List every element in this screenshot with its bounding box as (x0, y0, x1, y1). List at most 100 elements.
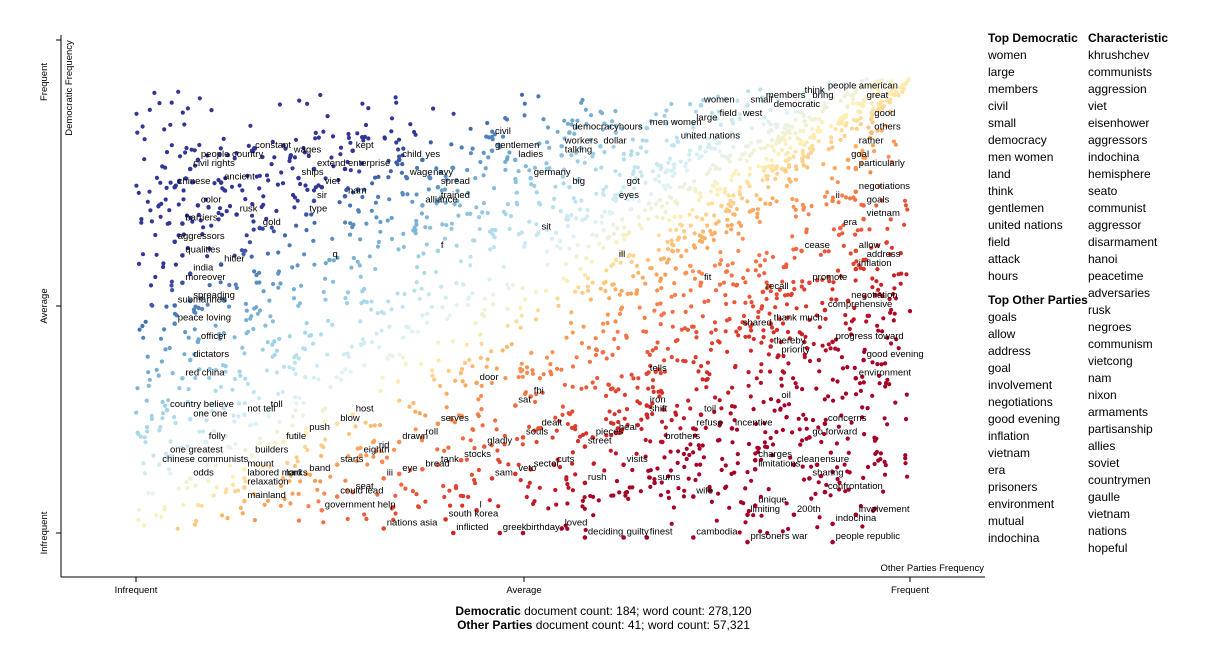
term-label[interactable]: large (696, 113, 717, 124)
characteristic-term[interactable]: rusk (1088, 303, 1111, 317)
characteristic-term[interactable]: nam (1088, 371, 1112, 385)
term-label[interactable]: spreading (193, 290, 235, 301)
term-label[interactable]: men women (650, 117, 702, 128)
term-label[interactable]: people (828, 81, 857, 92)
term-label[interactable]: cease (805, 240, 830, 251)
term-label[interactable]: democracy (572, 122, 619, 133)
term-label[interactable]: particularly (859, 158, 905, 169)
top-other-term[interactable]: goal (988, 361, 1011, 375)
top-other-term[interactable]: vietnam (988, 446, 1031, 460)
term-label[interactable]: kept (356, 140, 374, 151)
top-democratic-term[interactable]: land (988, 167, 1011, 181)
term-label[interactable]: eyes (619, 190, 639, 201)
term-label[interactable]: extend (317, 158, 346, 169)
term-label[interactable]: iii (387, 467, 393, 478)
term-label[interactable]: blow (340, 413, 360, 424)
top-democratic-term[interactable]: men women (988, 150, 1054, 164)
term-label[interactable]: street (588, 436, 612, 447)
top-democratic-term[interactable]: large (988, 65, 1015, 79)
characteristic-term[interactable]: soviet (1088, 456, 1120, 470)
top-democratic-term[interactable]: attack (988, 252, 1021, 266)
term-label[interactable]: cambodia (696, 527, 738, 538)
term-label[interactable]: women (703, 94, 735, 105)
term-label[interactable]: vietnam (867, 208, 900, 219)
term-label[interactable]: odds (193, 467, 214, 478)
term-label[interactable]: germany (534, 167, 571, 178)
top-democratic-term[interactable]: democracy (988, 133, 1047, 147)
term-label[interactable]: constant (255, 140, 291, 151)
term-label[interactable]: united nations (681, 131, 740, 142)
term-label[interactable]: wife (695, 486, 713, 497)
term-label[interactable]: india (193, 263, 214, 274)
term-label[interactable]: yes (425, 149, 440, 160)
term-label[interactable]: pieces (596, 426, 624, 437)
term-label[interactable]: refuse (696, 417, 722, 428)
term-label[interactable]: color (201, 194, 222, 205)
top-other-term[interactable]: good evening (988, 412, 1061, 426)
term-label[interactable]: fit (704, 272, 712, 283)
term-label[interactable]: qualities (185, 244, 220, 255)
term-label[interactable]: clean (797, 454, 820, 465)
term-label[interactable]: inflation (859, 258, 892, 269)
term-label[interactable]: concerns (828, 413, 867, 424)
top-democratic-term[interactable]: small (988, 116, 1017, 130)
term-label[interactable]: think (805, 85, 825, 96)
term-label[interactable]: lord (286, 467, 302, 478)
term-label[interactable]: greek (503, 522, 527, 533)
term-label[interactable]: enterprise (348, 158, 390, 169)
term-label[interactable]: inflicted (456, 522, 488, 533)
term-label[interactable]: builders (255, 445, 289, 456)
term-label[interactable]: tells (650, 363, 667, 374)
term-label[interactable]: oil (781, 390, 791, 401)
term-label[interactable]: tank (441, 454, 459, 465)
term-label[interactable]: seat (356, 481, 374, 492)
term-label[interactable]: hitler (224, 254, 245, 265)
term-label[interactable]: negotiation (851, 290, 897, 301)
term-label[interactable]: promote (812, 272, 847, 283)
term-label[interactable]: officer (201, 331, 227, 342)
characteristic-term[interactable]: armaments (1088, 405, 1149, 419)
characteristic-term[interactable]: aggression (1088, 82, 1147, 96)
term-label[interactable]: iron (650, 395, 666, 406)
term-label[interactable]: goals (867, 194, 890, 205)
term-label[interactable]: sit (542, 222, 552, 233)
top-other-term[interactable]: environment (988, 497, 1055, 511)
term-label[interactable]: people republic (836, 531, 901, 542)
term-label[interactable]: civil rights (193, 158, 235, 169)
term-label[interactable]: people country (201, 149, 264, 160)
term-label[interactable]: civil (495, 126, 511, 137)
term-label[interactable]: mainland (247, 490, 286, 501)
top-other-term[interactable]: address (988, 344, 1031, 358)
term-label[interactable]: folly (209, 431, 226, 442)
term-label[interactable]: trained (441, 190, 470, 201)
term-label[interactable]: priority (781, 345, 810, 356)
term-label[interactable]: gladly (487, 436, 512, 447)
term-label[interactable]: ii (836, 190, 840, 201)
term-label[interactable]: futile (286, 431, 306, 442)
term-label[interactable]: talking (565, 144, 592, 155)
top-other-term[interactable]: allow (988, 327, 1016, 341)
top-democratic-term[interactable]: field (988, 235, 1011, 249)
term-label[interactable]: not tell (247, 404, 275, 415)
term-label[interactable]: 200th (797, 504, 821, 515)
term-label[interactable]: ensure (820, 454, 849, 465)
term-label[interactable]: address (867, 249, 901, 260)
characteristic-term[interactable]: aggressors (1088, 133, 1148, 147)
term-label[interactable]: roll (425, 426, 438, 437)
characteristic-term[interactable]: gaulle (1088, 490, 1121, 504)
term-label[interactable]: visits (627, 454, 648, 465)
term-label[interactable]: moreover (185, 272, 225, 283)
top-other-term[interactable]: prisoners (988, 480, 1038, 494)
characteristic-term[interactable]: partisanship (1088, 422, 1153, 436)
term-label[interactable]: era (843, 217, 857, 228)
characteristic-term[interactable]: adversaries (1088, 286, 1151, 300)
term-label[interactable]: labored marks (247, 467, 307, 478)
term-label[interactable]: bring (812, 90, 833, 101)
term-label[interactable]: serves (441, 413, 469, 424)
term-label[interactable]: sat (518, 395, 531, 406)
term-label[interactable]: rusk (240, 204, 258, 215)
term-label[interactable]: negotiations (859, 181, 910, 192)
term-label[interactable]: child (402, 149, 422, 160)
term-label[interactable]: got (627, 176, 641, 187)
characteristic-term[interactable]: allies (1088, 439, 1116, 453)
